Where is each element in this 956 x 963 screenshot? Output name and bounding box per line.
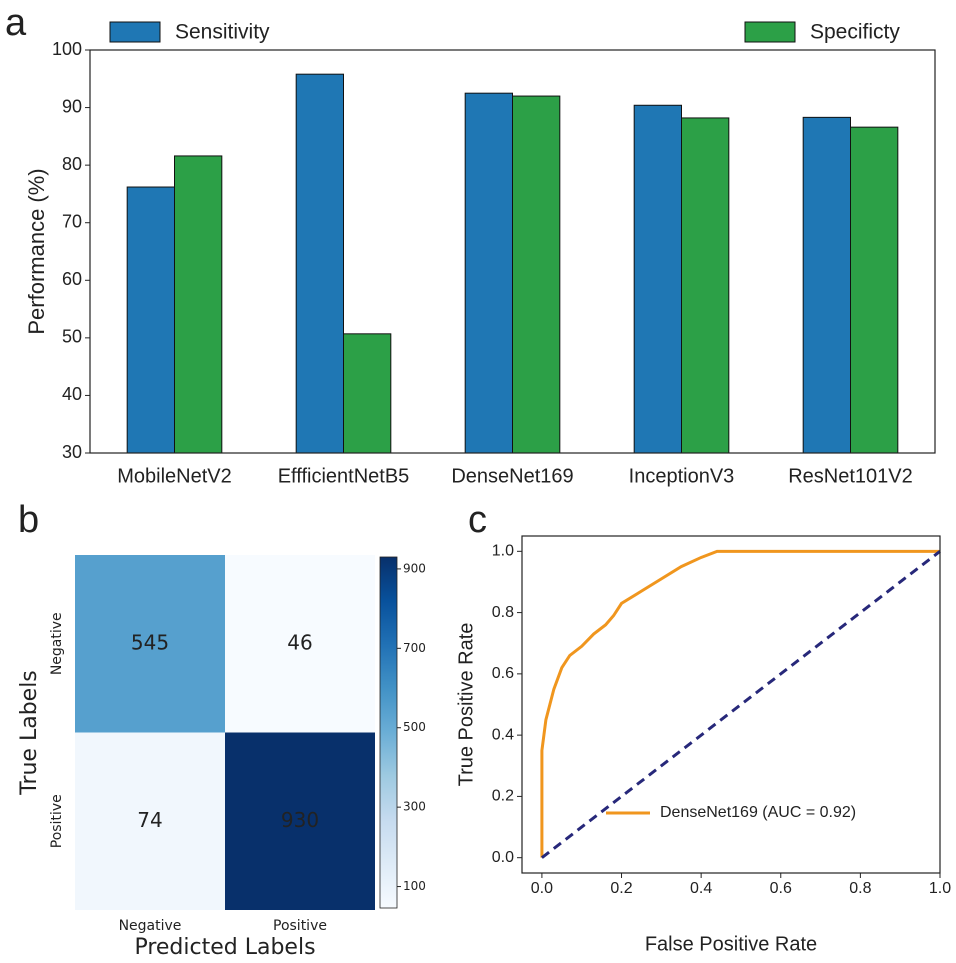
y-tick-label: 30 bbox=[62, 442, 82, 462]
legend-swatch bbox=[744, 21, 796, 43]
x-tick-label: MobileNetV2 bbox=[117, 465, 232, 487]
x-tick-label: EffficientNetB5 bbox=[278, 465, 410, 487]
legend-label: DenseNet169 (AUC = 0.92) bbox=[660, 804, 856, 821]
cell-label: 545 bbox=[131, 630, 169, 654]
y-axis-label: True Labels bbox=[17, 670, 42, 796]
x-tick-label: 0.2 bbox=[610, 880, 632, 897]
colorbar bbox=[379, 556, 398, 909]
legend-swatch bbox=[109, 21, 161, 43]
colorbar-tick-label: 700 bbox=[403, 641, 426, 655]
legend-label: Specificty bbox=[810, 21, 900, 44]
x-tick-label: InceptionV3 bbox=[629, 465, 735, 487]
bar bbox=[295, 73, 344, 454]
axes-frame bbox=[521, 535, 941, 874]
x-axis-label: False Positive Rate bbox=[645, 933, 817, 955]
y-tick-label: Negative bbox=[49, 612, 65, 675]
x-axis-label: Predicted Labels bbox=[134, 935, 315, 960]
bar bbox=[464, 92, 513, 454]
y-tick-label: 70 bbox=[62, 211, 82, 231]
x-tick-label: 0.8 bbox=[849, 880, 871, 897]
bar bbox=[802, 116, 851, 454]
x-tick-label: DenseNet169 bbox=[451, 465, 573, 487]
cell-label: 74 bbox=[137, 808, 162, 832]
y-axis-label: True Positive Rate bbox=[455, 623, 477, 787]
bar bbox=[633, 104, 682, 454]
panel-letter: a bbox=[5, 2, 27, 44]
y-tick-label: 0.4 bbox=[492, 726, 514, 743]
heatmap-cell bbox=[75, 732, 225, 910]
bar bbox=[174, 155, 223, 454]
bar bbox=[512, 95, 561, 454]
y-tick-label: 80 bbox=[62, 154, 82, 174]
y-tick-label: 100 bbox=[52, 39, 82, 59]
line-series bbox=[540, 550, 941, 859]
y-tick-label: 0.6 bbox=[492, 665, 514, 682]
x-tick-label: 1.0 bbox=[929, 880, 951, 897]
colorbar-tick-label: 300 bbox=[403, 800, 426, 814]
cell-label: 930 bbox=[281, 808, 319, 832]
bar bbox=[343, 333, 392, 454]
heatmap-cell bbox=[225, 732, 375, 910]
y-tick-label: 50 bbox=[62, 327, 82, 347]
colorbar-tick-label: 500 bbox=[403, 720, 426, 734]
bar bbox=[681, 117, 730, 454]
y-tick-label: 0.8 bbox=[492, 604, 514, 621]
y-tick-label: 0.0 bbox=[492, 849, 514, 866]
colorbar-tick-label: 900 bbox=[403, 561, 426, 575]
x-tick-label: ResNet101V2 bbox=[788, 465, 913, 487]
heatmap-cell bbox=[225, 555, 375, 733]
axes-frame bbox=[89, 49, 936, 454]
y-tick-label: 1.0 bbox=[492, 543, 514, 560]
x-tick-label: 0.4 bbox=[690, 880, 712, 897]
panel-letter: b bbox=[18, 499, 39, 541]
x-tick-label: 0.0 bbox=[531, 880, 553, 897]
legend-label: Sensitivity bbox=[175, 21, 270, 44]
y-tick-label: 60 bbox=[62, 269, 82, 289]
y-tick-label: 40 bbox=[62, 384, 82, 404]
heatmap-cell bbox=[75, 555, 225, 733]
bar bbox=[850, 126, 899, 454]
x-tick-label: Negative bbox=[119, 918, 182, 934]
y-axis-label: Performance (%) bbox=[24, 168, 49, 334]
panel-letter: c bbox=[468, 499, 487, 541]
y-tick-label: Positive bbox=[49, 794, 65, 848]
bar bbox=[126, 186, 175, 454]
colorbar-tick-label: 100 bbox=[403, 879, 426, 893]
x-tick-label: 0.6 bbox=[770, 880, 792, 897]
y-tick-label: 90 bbox=[62, 96, 82, 116]
x-tick-label: Positive bbox=[273, 918, 327, 934]
cell-label: 46 bbox=[287, 630, 312, 654]
line-series bbox=[540, 549, 940, 858]
y-tick-label: 0.2 bbox=[492, 788, 514, 805]
